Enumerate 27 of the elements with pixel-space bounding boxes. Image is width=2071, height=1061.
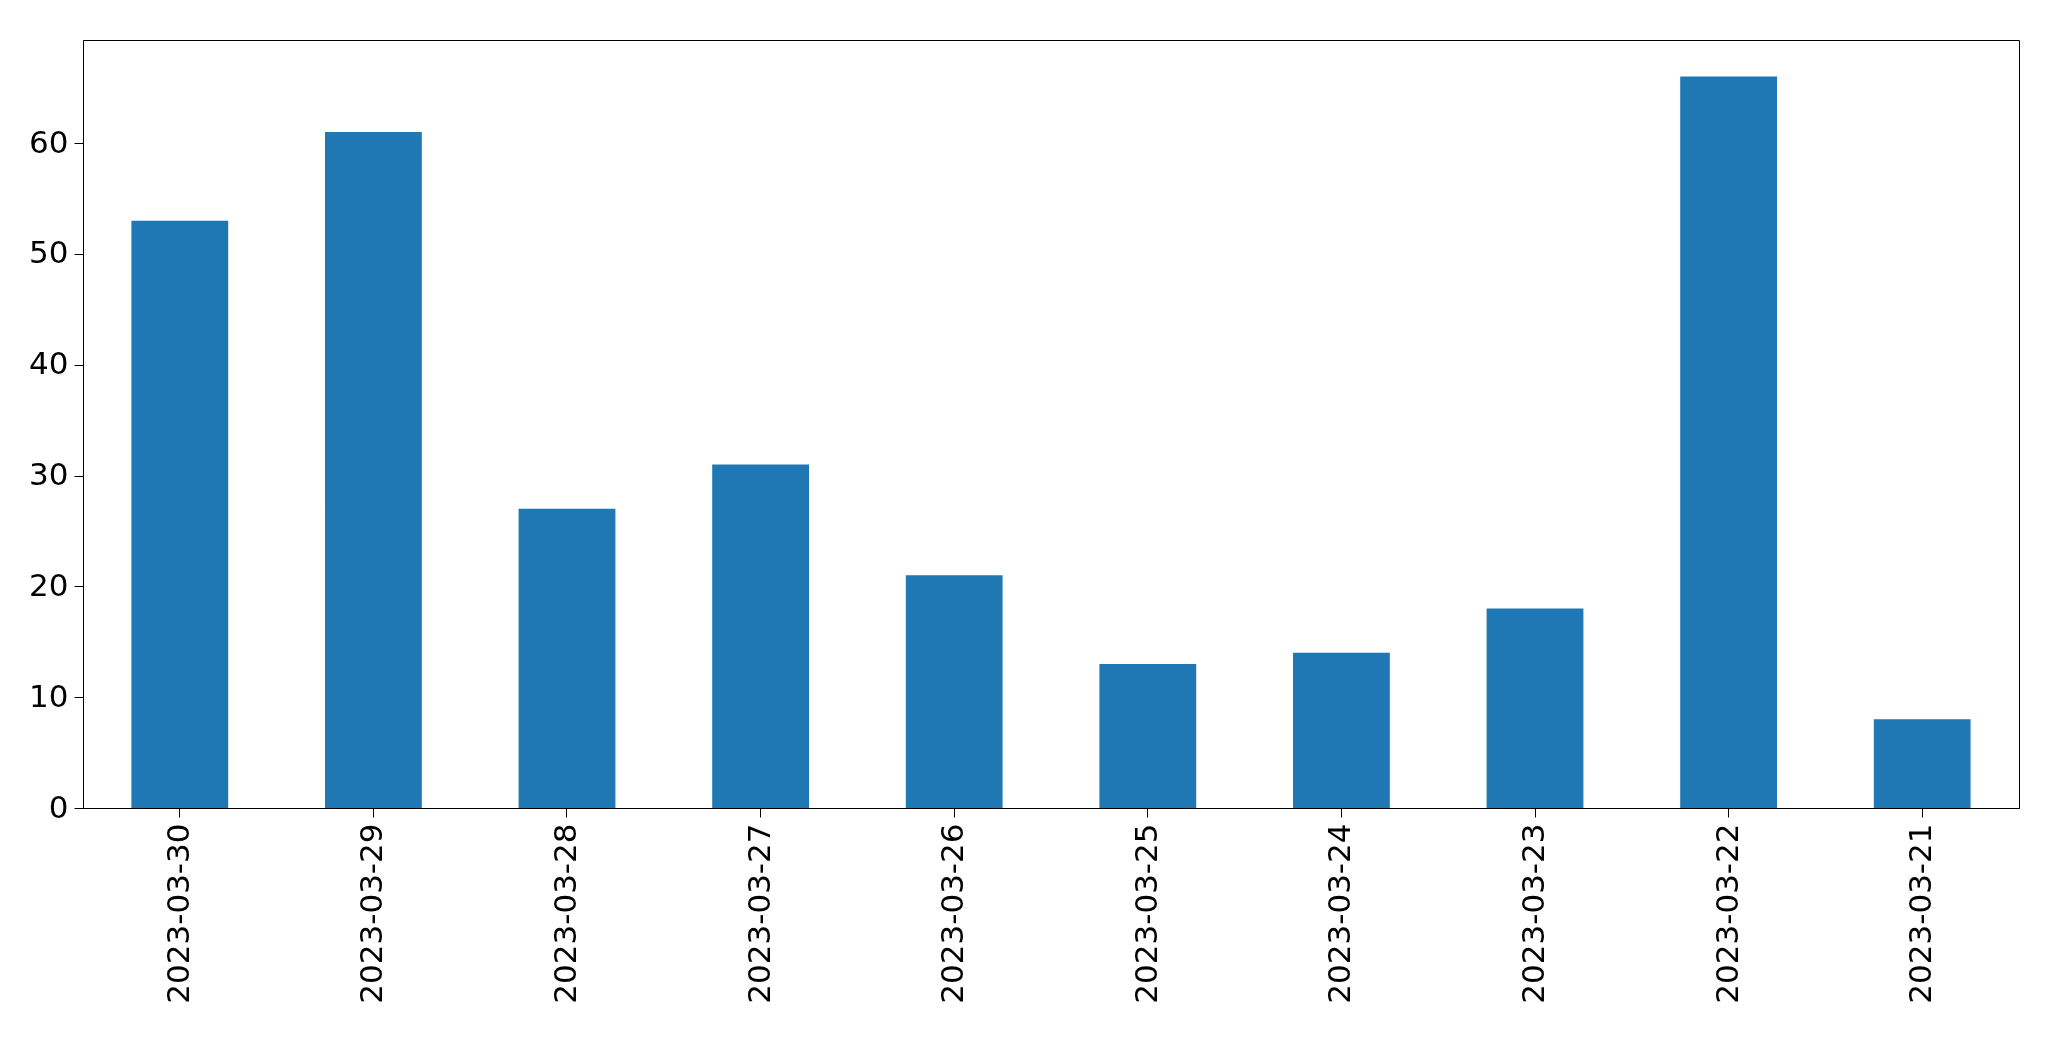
- bar: [1486, 608, 1584, 808]
- bar: [712, 464, 809, 808]
- bar: [1099, 663, 1197, 808]
- y-tick-label: 30: [29, 456, 69, 493]
- y-tick-label: 50: [29, 234, 69, 271]
- x-tick-label: 2023-03-24: [1321, 823, 1358, 1004]
- x-tick-label: 2023-03-23: [1515, 823, 1551, 1004]
- y-tick-label: 20: [29, 566, 69, 603]
- x-tick-label: 2023-03-25: [1127, 823, 1164, 1004]
- y-tick-label: 10: [29, 677, 69, 714]
- y-tick-label: 60: [29, 123, 69, 160]
- y-tick-label: 40: [29, 345, 69, 382]
- x-tick-label: 2023-03-30: [159, 823, 196, 1004]
- x-tick-label: 2023-03-21: [1902, 823, 1939, 1004]
- bar: [131, 220, 229, 808]
- bar: [325, 131, 422, 808]
- bar: [1680, 76, 1777, 808]
- x-tick-label: 2023-03-27: [740, 823, 777, 1004]
- x-tick-label: 2023-03-22: [1708, 823, 1745, 1004]
- bar: [1293, 652, 1390, 808]
- x-tick-label: 2023-03-28: [547, 823, 583, 1004]
- x-tick-label: 2023-03-26: [934, 823, 971, 1004]
- y-tick-label: 0: [48, 788, 69, 825]
- bar: [518, 508, 616, 808]
- x-tick-label: 2023-03-29: [353, 823, 390, 1004]
- bar: [905, 575, 1003, 808]
- bar: [1873, 719, 1971, 808]
